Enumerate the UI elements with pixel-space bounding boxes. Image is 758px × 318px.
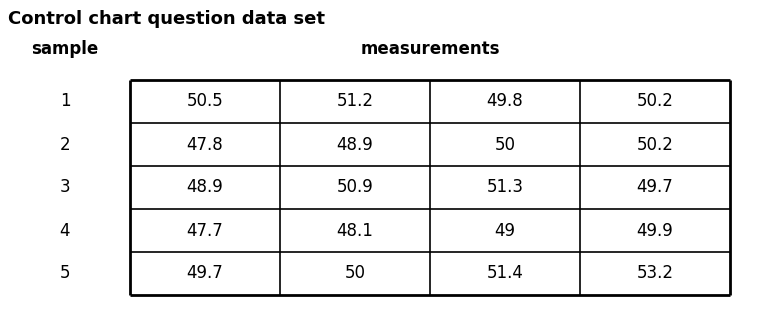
Text: 51.2: 51.2 xyxy=(337,93,374,110)
Text: 50.2: 50.2 xyxy=(637,135,673,154)
Text: 51.4: 51.4 xyxy=(487,265,524,282)
Text: 48.9: 48.9 xyxy=(186,178,224,197)
Text: sample: sample xyxy=(31,40,99,58)
Text: 3: 3 xyxy=(60,178,70,197)
Text: 4: 4 xyxy=(60,222,70,239)
Text: 50.2: 50.2 xyxy=(637,93,673,110)
Text: 50.9: 50.9 xyxy=(337,178,374,197)
Text: 53.2: 53.2 xyxy=(637,265,674,282)
Text: 50: 50 xyxy=(344,265,365,282)
Text: 51.3: 51.3 xyxy=(487,178,524,197)
Text: 2: 2 xyxy=(60,135,70,154)
Text: 1: 1 xyxy=(60,93,70,110)
Text: 48.9: 48.9 xyxy=(337,135,374,154)
Text: 47.7: 47.7 xyxy=(186,222,224,239)
Text: 49: 49 xyxy=(494,222,515,239)
Text: 49.7: 49.7 xyxy=(637,178,673,197)
Text: Control chart question data set: Control chart question data set xyxy=(8,10,325,28)
Text: 49.8: 49.8 xyxy=(487,93,523,110)
Text: 49.7: 49.7 xyxy=(186,265,224,282)
Text: 5: 5 xyxy=(60,265,70,282)
Text: 50: 50 xyxy=(494,135,515,154)
Text: 50.5: 50.5 xyxy=(186,93,224,110)
Text: 48.1: 48.1 xyxy=(337,222,374,239)
Text: measurements: measurements xyxy=(360,40,500,58)
Text: 47.8: 47.8 xyxy=(186,135,224,154)
Text: 49.9: 49.9 xyxy=(637,222,673,239)
